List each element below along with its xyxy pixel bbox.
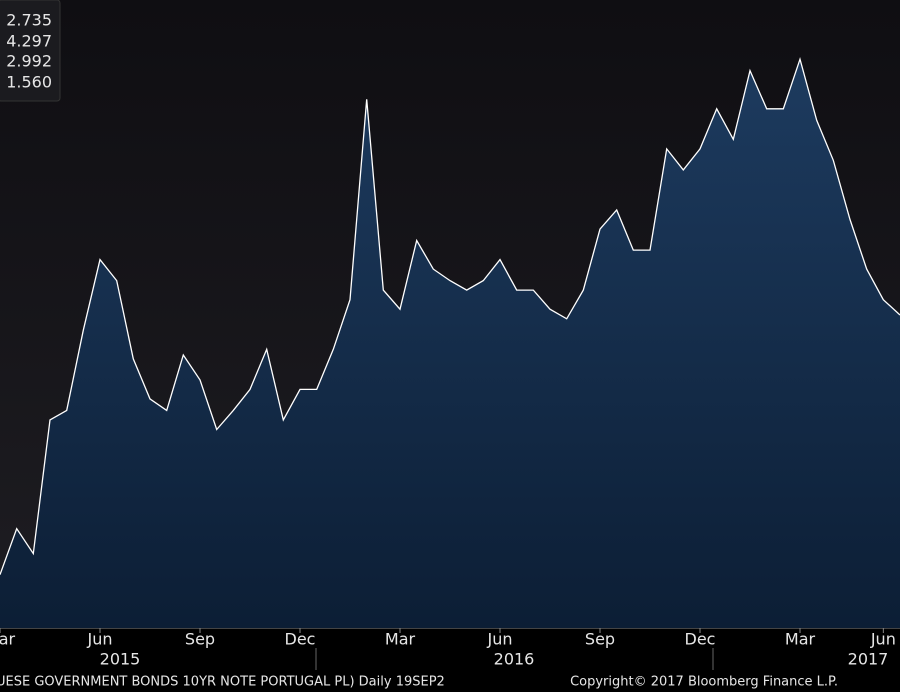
x-tick-label: Dec: [685, 630, 716, 649]
legend-value: 2.735: [6, 11, 52, 30]
year-label: 2017: [848, 650, 889, 669]
legend-value: 1.560: [6, 73, 52, 92]
x-tick-label: Dec: [285, 630, 316, 649]
legend-value: 4.297: [6, 32, 52, 51]
x-tick-label: Mar: [0, 630, 16, 649]
x-tick-label: Mar: [385, 630, 416, 649]
x-tick-label: Jun: [487, 630, 513, 649]
area-fill: [0, 59, 900, 628]
legend-box: [0, 0, 61, 102]
source-text: UESE GOVERNMENT BONDS 10YR NOTE PORTUGAL…: [0, 675, 445, 690]
legend-value: 2.992: [6, 52, 52, 71]
x-tick-label: Jun: [87, 630, 113, 649]
x-tick-label: Sep: [585, 630, 615, 649]
copyright: Copyright© 2017 Bloomberg Finance L.P.: [570, 675, 838, 690]
x-tick-label: Mar: [785, 630, 816, 649]
axis-background: [0, 628, 900, 692]
x-tick-label: Jun: [870, 630, 896, 649]
x-tick-label: Sep: [185, 630, 215, 649]
line: [0, 56, 900, 575]
year-label: 2016: [494, 650, 535, 669]
year-label: 2015: [100, 650, 141, 669]
